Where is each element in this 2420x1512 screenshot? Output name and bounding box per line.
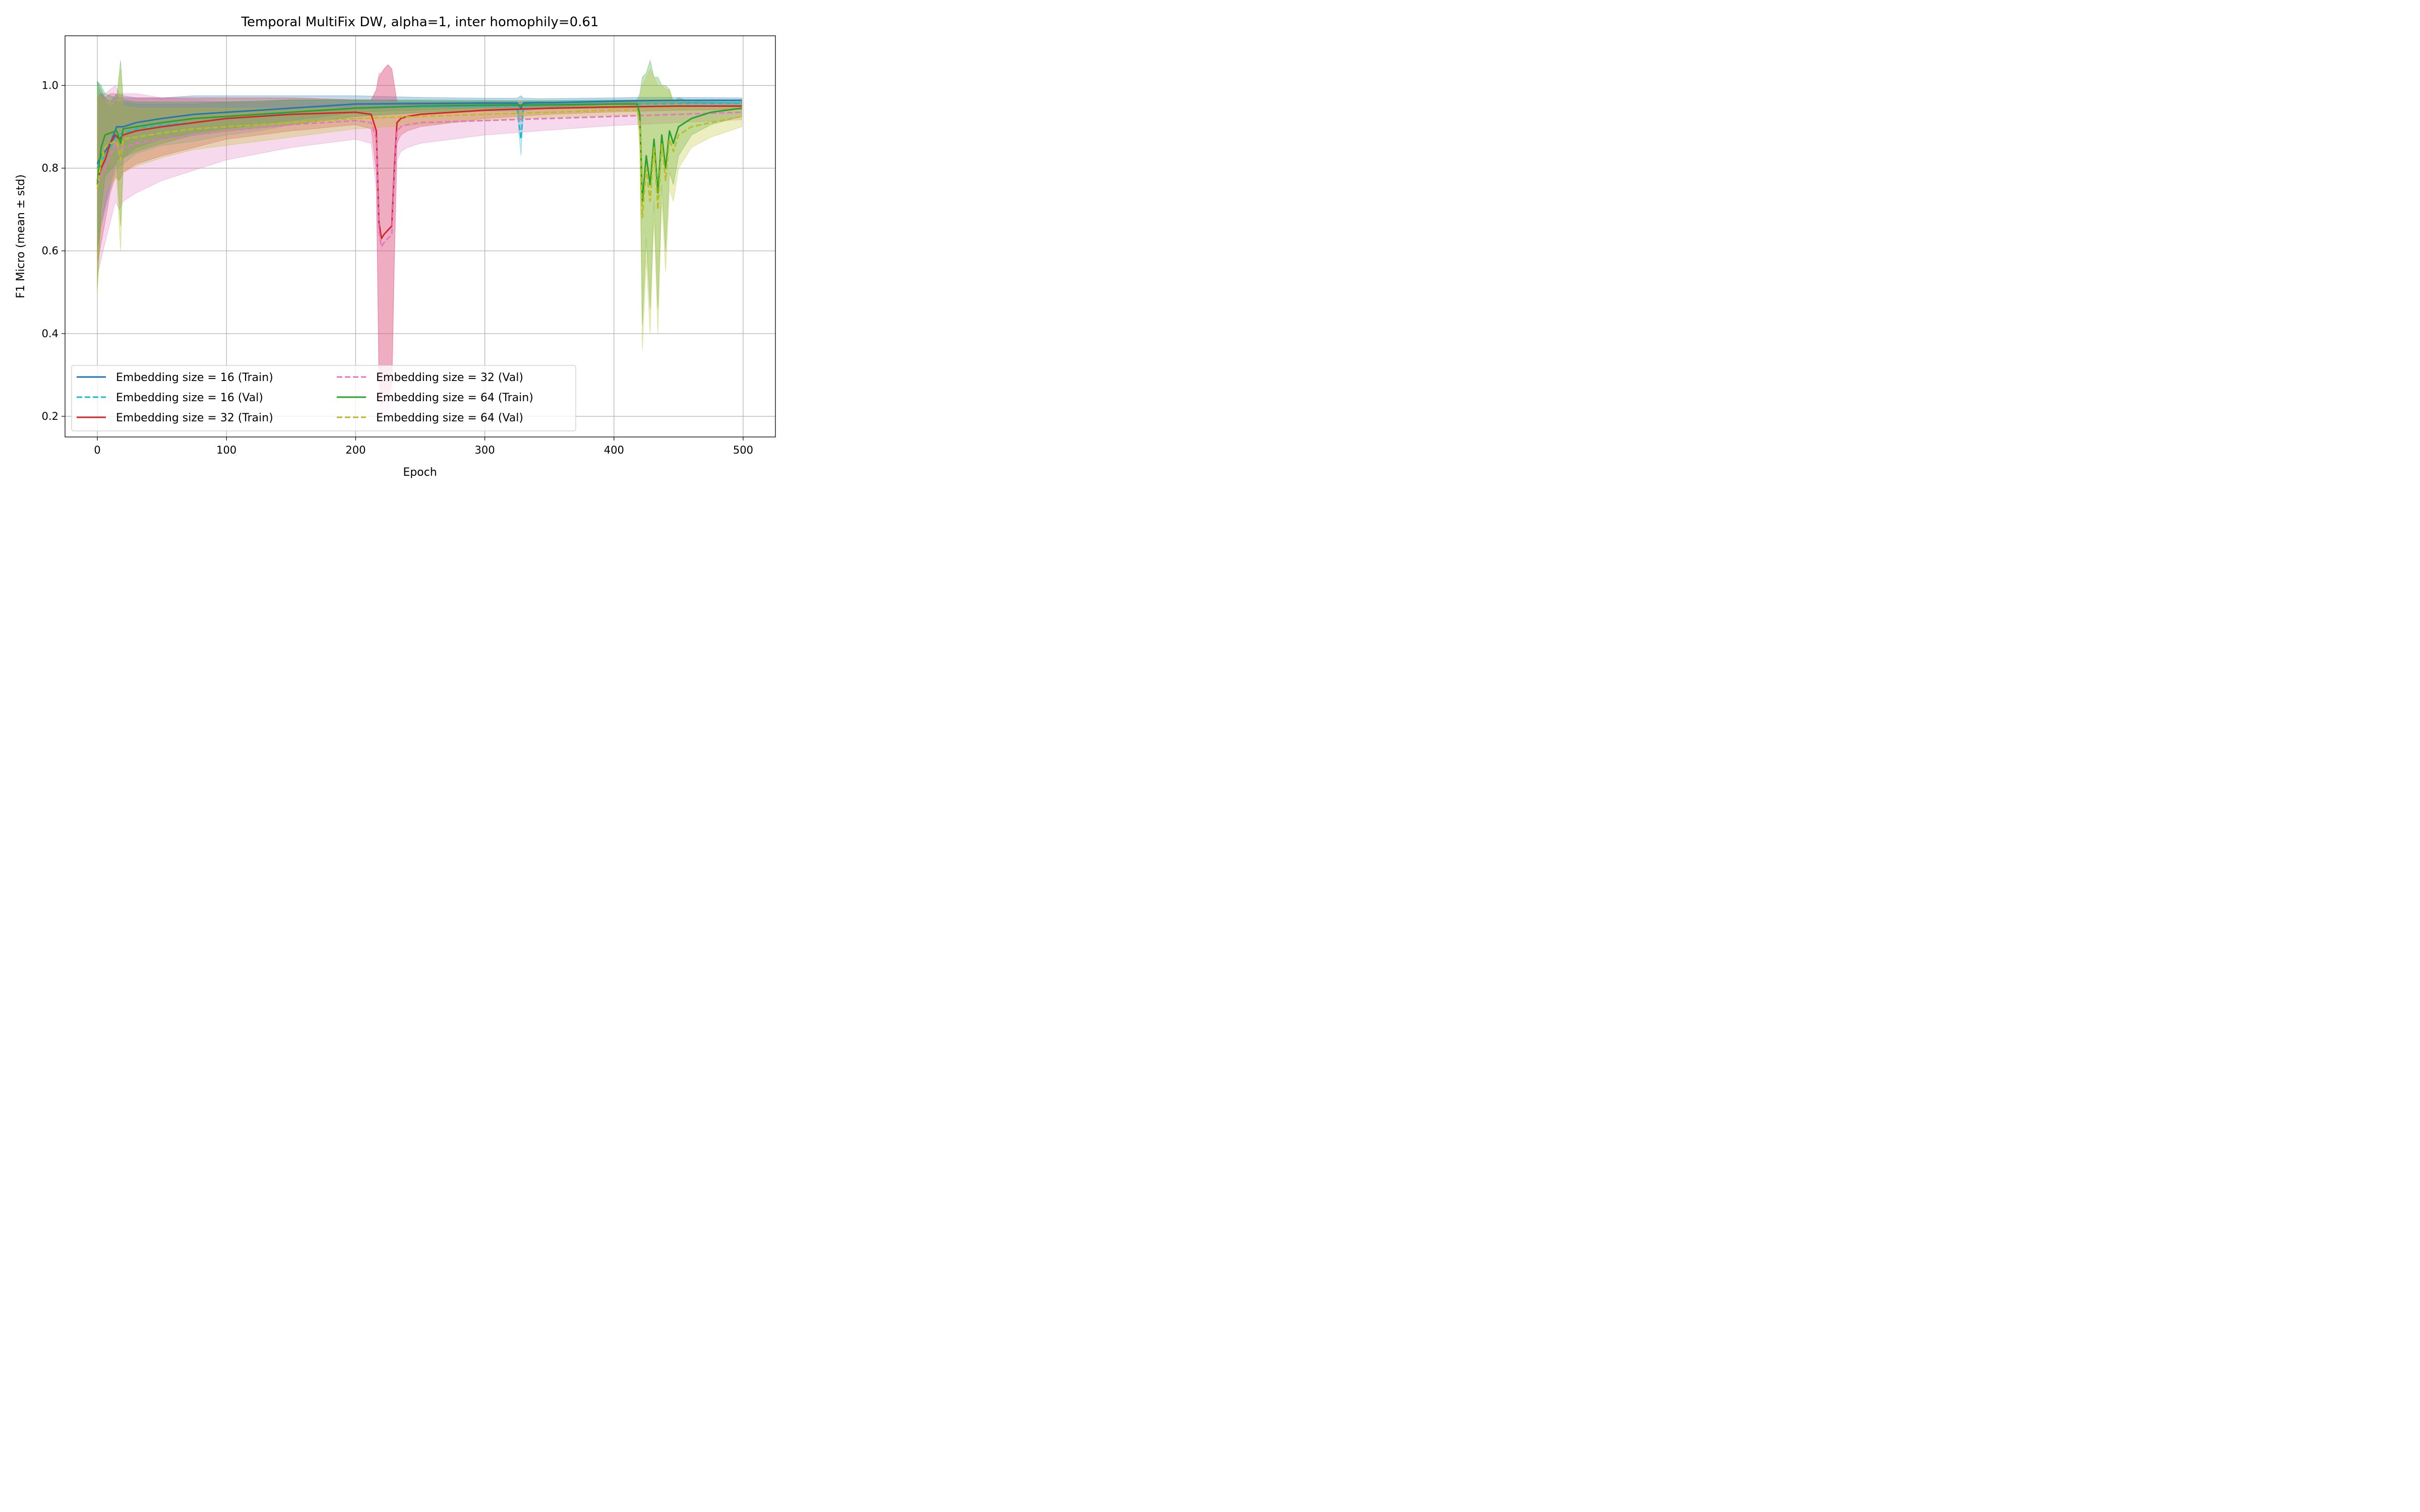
y-axis-ticks: 0.2 0.4 0.6 0.8 1.0 <box>42 79 65 422</box>
plot-frame <box>65 35 776 437</box>
y-axis-label: F1 Micro (mean ± std) <box>15 174 27 298</box>
legend-entry-embedding-size-32-train: Embedding size = 32 (Train) <box>116 412 273 424</box>
legend: Embedding size = 16 (Train) Embedding siz… <box>71 365 576 431</box>
std-band-embedding-size-32-val <box>97 64 742 421</box>
y-tick-label: 1.0 <box>42 79 58 91</box>
series-line-embedding-size-64-val <box>96 109 742 219</box>
y-tick-label: 0.4 <box>42 328 58 340</box>
x-axis-ticks: 0 100 200 300 400 500 <box>94 437 753 456</box>
std-bands <box>97 59 742 421</box>
x-tick-label: 400 <box>604 444 624 456</box>
y-tick-label: 0.2 <box>42 410 58 422</box>
x-axis-label: Epoch <box>403 466 437 479</box>
legend-entry-embedding-size-16-train: Embedding size = 16 (Train) <box>116 371 273 384</box>
std-band-embedding-size-32-train <box>97 64 742 405</box>
y-tick-label: 0.6 <box>42 245 58 257</box>
std-band-embedding-size-64-val <box>97 68 742 350</box>
legend-entry-embedding-size-16-val: Embedding size = 16 (Val) <box>116 392 263 404</box>
x-tick-label: 500 <box>733 444 753 456</box>
series-line-embedding-size-16-train <box>96 99 742 165</box>
series-line-embedding-size-64-train <box>96 103 742 202</box>
x-tick-label: 0 <box>94 444 100 456</box>
series-lines <box>96 99 742 247</box>
chart: Temporal MultiFix DW, alpha=1, inter hom… <box>0 0 791 494</box>
legend-entry-embedding-size-64-val: Embedding size = 64 (Val) <box>376 412 523 424</box>
x-tick-label: 100 <box>216 444 236 456</box>
legend-entry-embedding-size-32-val: Embedding size = 32 (Val) <box>376 371 523 384</box>
x-tick-label: 300 <box>475 444 495 456</box>
x-tick-label: 200 <box>345 444 366 456</box>
legend-box <box>71 365 576 431</box>
std-band-embedding-size-16-train <box>97 81 742 247</box>
gridlines <box>65 36 775 437</box>
y-tick-label: 0.8 <box>42 162 58 174</box>
chart-title: Temporal MultiFix DW, alpha=1, inter hom… <box>241 15 599 30</box>
legend-entry-embedding-size-64-train: Embedding size = 64 (Train) <box>376 392 533 404</box>
